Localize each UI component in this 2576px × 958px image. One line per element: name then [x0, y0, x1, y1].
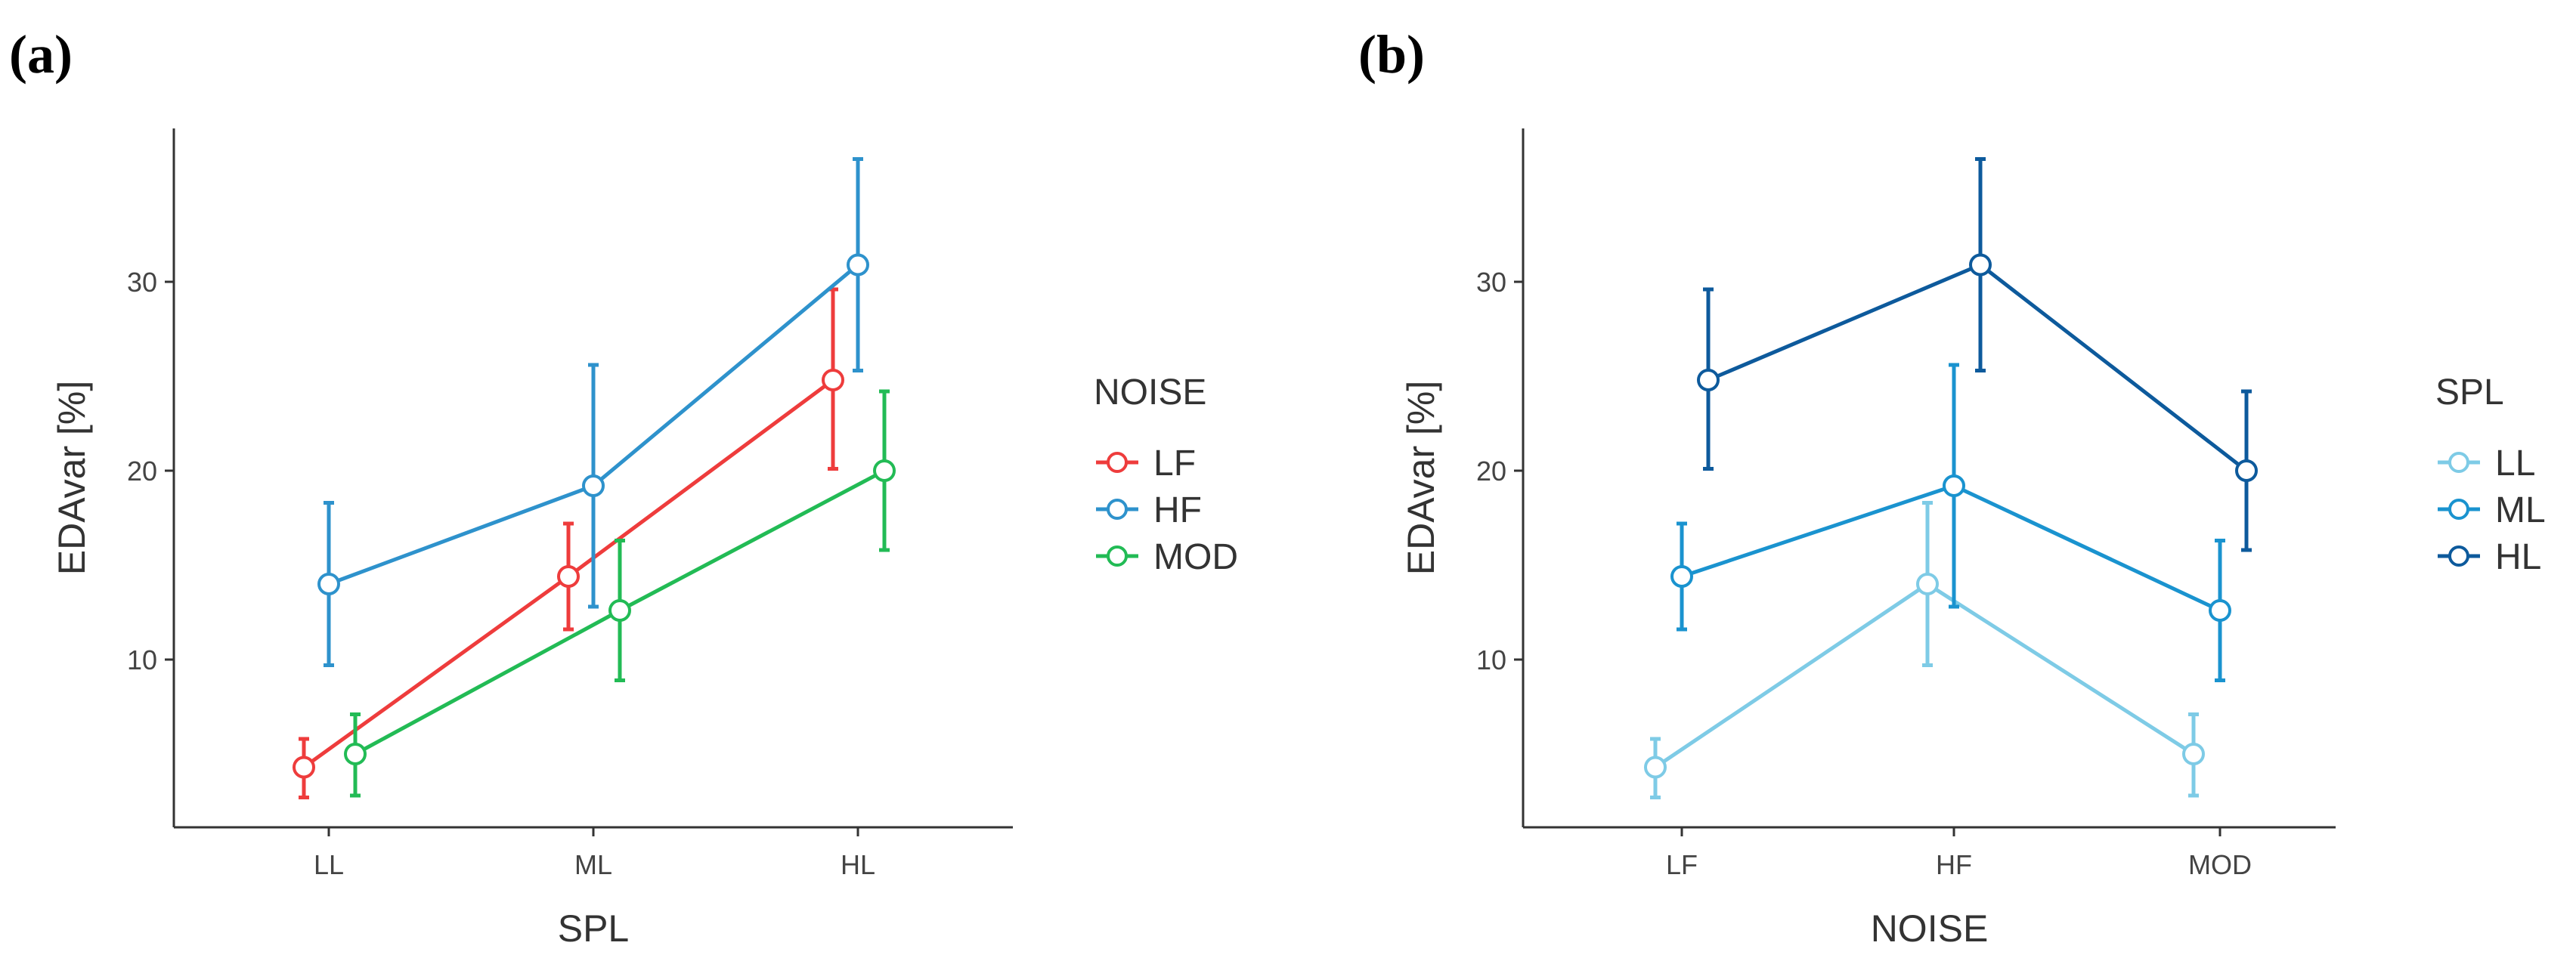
series-line [1681, 484, 2221, 613]
y-tick-label: 20 [127, 456, 157, 487]
data-point [2182, 743, 2205, 765]
x-tick-label: LL [314, 849, 344, 880]
x-tick-label: MOD [2188, 849, 2252, 880]
data-point [293, 756, 315, 779]
legend-key-marker [2448, 545, 2469, 567]
x-axis-title: SPL [558, 907, 630, 950]
data-point [2235, 459, 2258, 482]
y-tick-label: 10 [127, 644, 157, 675]
legend-label: HF [1153, 490, 1202, 530]
series-mod [344, 389, 896, 798]
series-hl [1697, 157, 2258, 552]
x-tick-label: ML [574, 849, 612, 880]
legend-key-marker [2448, 499, 2469, 520]
x-tick-label: HL [841, 849, 875, 880]
data-point [2209, 599, 2231, 622]
y-tick-label: 20 [1476, 456, 1506, 487]
legend-key-marker [1107, 545, 1128, 567]
x-tick-label: HF [1936, 849, 1972, 880]
y-axis-title: EDAvar [%] [51, 381, 93, 576]
series-line [1654, 582, 2195, 769]
legend-key-marker [1107, 499, 1128, 520]
data-point [1969, 253, 1992, 277]
y-tick-label: 10 [1476, 644, 1506, 675]
legend-key-marker [2448, 452, 2469, 473]
legend-title: SPL [2435, 372, 2504, 413]
data-point [847, 253, 869, 277]
data-point [557, 565, 580, 588]
data-point [1916, 573, 1939, 595]
data-point [344, 743, 367, 765]
legend-label: HL [2495, 537, 2541, 577]
legend-label: MOD [1153, 537, 1238, 577]
data-point [608, 599, 631, 622]
series-lf [293, 287, 844, 799]
data-point [873, 459, 896, 482]
series-line [1708, 263, 2248, 472]
legend-label: ML [2495, 490, 2546, 530]
legend: NOISE LF HF MOD [1094, 372, 1238, 577]
legend-key-marker [1107, 452, 1128, 473]
legend-label: LL [2495, 443, 2535, 484]
data-point [1644, 756, 1667, 779]
y-axis-title: EDAvar [%] [1400, 381, 1442, 576]
data-point [1697, 369, 1720, 391]
panel-label: (a) [9, 24, 73, 85]
series-ll [1644, 501, 2205, 799]
data-point [1943, 474, 1965, 497]
data-point [822, 369, 844, 391]
y-tick-label: 30 [1476, 267, 1506, 298]
x-axis-title: NOISE [1871, 907, 1989, 950]
panel-label: (b) [1358, 24, 1425, 85]
legend: SPL LL ML HL [2435, 372, 2546, 577]
data-point [317, 573, 340, 595]
legend-title: NOISE [1094, 372, 1206, 413]
panel-b: (b) 10 20 30 LF HF MOD NOISE EDAvar [%] SPL LL ML HL [1358, 24, 2546, 950]
y-tick-label: 30 [127, 267, 157, 298]
series-ml [1670, 363, 2231, 682]
x-tick-label: LF [1666, 849, 1698, 880]
legend-label: LF [1153, 443, 1196, 484]
data-point [1670, 565, 1693, 588]
series-hf [317, 157, 869, 667]
data-point [582, 474, 605, 497]
panel-a: (a) 10 20 30 LL ML HL SPL EDAvar [%] NOISE LF HF MOD [9, 24, 1238, 950]
